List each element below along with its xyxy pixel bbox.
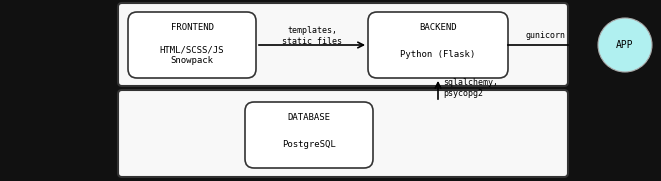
Circle shape xyxy=(598,18,652,72)
FancyBboxPatch shape xyxy=(128,12,256,78)
Text: HTML/SCSS/JS
Snowpack: HTML/SCSS/JS Snowpack xyxy=(160,45,224,65)
FancyBboxPatch shape xyxy=(118,3,568,86)
Text: templates,
static files: templates, static files xyxy=(282,26,342,46)
Text: DATABASE: DATABASE xyxy=(288,113,330,122)
Text: APP: APP xyxy=(616,40,634,50)
Text: FRONTEND: FRONTEND xyxy=(171,23,214,32)
Text: BACKEND: BACKEND xyxy=(419,23,457,32)
Text: Python (Flask): Python (Flask) xyxy=(401,50,476,59)
FancyBboxPatch shape xyxy=(368,12,508,78)
FancyBboxPatch shape xyxy=(245,102,373,168)
FancyBboxPatch shape xyxy=(118,90,568,177)
Text: gunicorn: gunicorn xyxy=(526,31,566,41)
Text: PostgreSQL: PostgreSQL xyxy=(282,140,336,149)
Text: sqlalchemy,
psycopg2: sqlalchemy, psycopg2 xyxy=(443,78,498,98)
